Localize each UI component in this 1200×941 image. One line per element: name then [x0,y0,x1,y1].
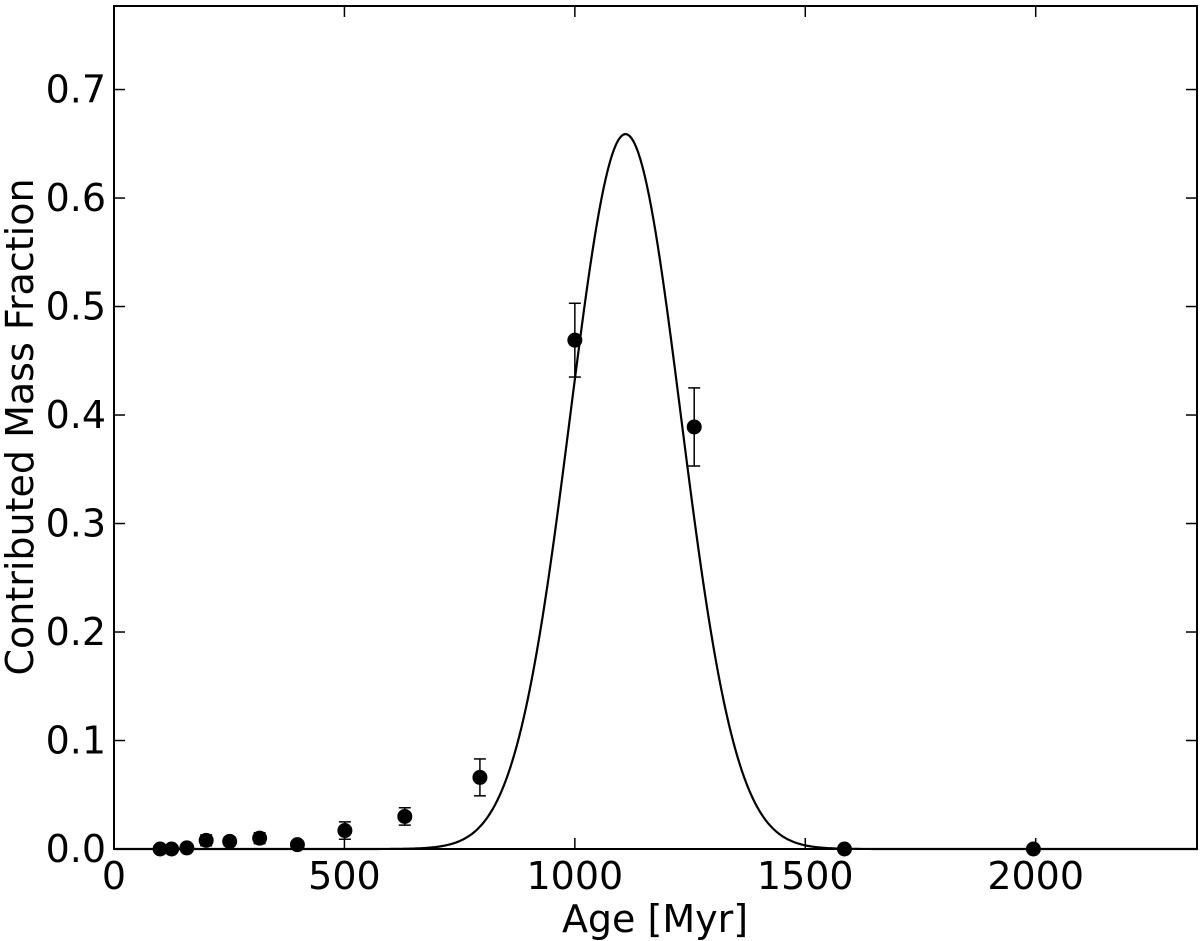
y-tick-label: 0.6 [46,176,106,220]
x-axis-label: Age [Myr] [562,897,748,941]
y-tick-label: 0.0 [46,827,106,871]
y-axis-label: Contributed Mass Fraction [0,178,42,675]
data-point [337,823,353,839]
data-point [198,832,214,848]
y-tick-label: 0.2 [46,610,106,654]
x-tick-label: 500 [308,854,381,898]
x-axis-ticks: 0 500 1000 1500 2000 [102,6,1084,898]
y-tick-label: 0.7 [46,68,106,112]
data-point [222,833,238,849]
x-tick-label: 1000 [526,854,623,898]
data-point [252,830,268,846]
x-tick-label: 1500 [757,854,854,898]
x-tick-label: 2000 [987,854,1084,898]
y-tick-label: 0.4 [46,393,106,437]
data-point [397,808,413,824]
y-tick-label: 0.1 [46,719,106,763]
data-point [686,419,702,435]
data-points [152,332,1041,857]
y-tick-label: 0.3 [46,502,106,546]
y-axis-ticks: 0.0 0.1 0.2 0.3 0.4 0.5 0.6 0.7 [46,68,1197,871]
data-point [472,769,488,785]
plot-frame [113,5,1198,850]
error-bars [154,302,1040,850]
y-tick-label: 0.5 [46,285,106,329]
x-tick-label: 0 [102,854,126,898]
gaussian-fit-curve [114,132,1197,851]
data-point [567,332,583,348]
data-point [179,840,195,856]
